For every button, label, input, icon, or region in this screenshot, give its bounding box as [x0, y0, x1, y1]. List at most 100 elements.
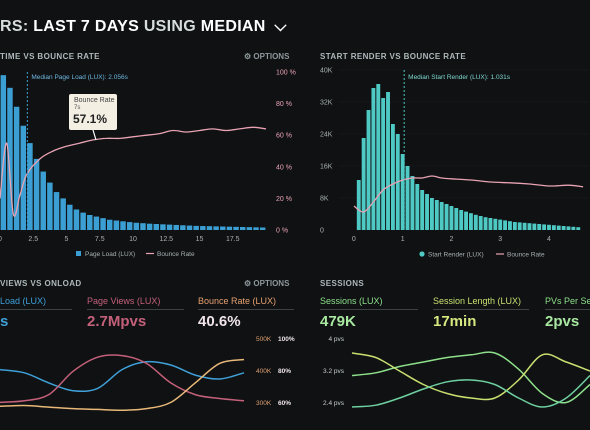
metric-value-pvs-per-sess: 2pvs — [545, 313, 580, 330]
y-tick-label: 40K — [320, 68, 333, 75]
bar — [425, 194, 429, 230]
bounce-rate-tooltip: Bounce Rate 7s 57.1% — [69, 94, 117, 130]
cursor-icon — [92, 129, 97, 141]
y-tick-label: 3.2 pvs — [323, 368, 345, 375]
bar — [439, 202, 444, 230]
x-tick-label: 5 — [65, 236, 69, 243]
bar — [120, 221, 126, 230]
divider — [545, 309, 590, 310]
bar — [429, 198, 434, 230]
metric-label-load: Load (LUX) — [0, 296, 47, 306]
sessions-chart: 4 pvs 3.2 pvs 2.4 pvs — [323, 336, 590, 408]
bar — [400, 154, 405, 230]
divider — [320, 309, 418, 310]
metric-value-session-length: 17min — [433, 313, 477, 330]
bar — [556, 225, 561, 230]
bar — [478, 216, 483, 230]
options-button-bottom[interactable]: ⚙ OPTIONS — [244, 279, 289, 288]
bar — [126, 222, 133, 230]
title-range[interactable]: LAST 7 DAYS — [33, 18, 140, 35]
bar — [537, 224, 542, 230]
metric-label-pvs-per-sess: PVs Per Sess — [545, 296, 590, 306]
bar — [483, 217, 488, 230]
legend-bounce-rate: Bounce Rate — [157, 251, 195, 258]
bar — [415, 184, 420, 230]
bar — [542, 224, 547, 230]
bar — [67, 204, 73, 230]
bar — [381, 98, 386, 230]
metric-value-sessions: 479K — [320, 313, 356, 330]
divider — [433, 309, 529, 310]
x-tick-label: 0 — [352, 236, 356, 243]
bar — [153, 223, 159, 230]
x-tick-label: 4 — [547, 236, 551, 243]
bar — [405, 166, 410, 230]
y-tick-label-pvs: 500K — [256, 336, 272, 343]
title-stat[interactable]: MEDIAN — [200, 18, 266, 35]
series-line — [0, 358, 245, 411]
divider — [87, 309, 184, 310]
bar — [173, 224, 179, 230]
x-tick-label: 3 — [498, 236, 502, 243]
bar — [226, 226, 233, 230]
bar — [140, 223, 146, 230]
metric-label-bounce-rate: Bounce Rate (LUX) — [198, 296, 277, 306]
bar — [200, 226, 206, 230]
bar — [7, 87, 13, 230]
bar — [561, 226, 566, 230]
legend-page-load: Page Load (LUX) — [85, 251, 135, 258]
bar — [503, 220, 508, 230]
bar — [20, 125, 26, 230]
chevron-down-icon[interactable]: ⌵ — [274, 18, 287, 35]
bar — [488, 218, 493, 230]
y2-tick-label: 20 % — [276, 196, 292, 203]
bar — [469, 213, 473, 230]
bar — [40, 171, 46, 230]
options-button-top[interactable]: ⚙ OPTIONS — [244, 52, 289, 61]
y2-tick-label: 40 % — [276, 164, 292, 171]
bar — [27, 143, 33, 230]
bar — [0, 75, 7, 230]
bar — [93, 216, 100, 230]
y-tick-label: 16K — [320, 164, 333, 171]
bar — [522, 222, 527, 230]
bar — [146, 223, 153, 230]
x-tick-label: 15 — [196, 236, 204, 243]
bar — [193, 225, 199, 230]
bar — [233, 226, 239, 230]
legend-swatch-page-load — [76, 251, 81, 256]
bar — [60, 198, 66, 230]
options-label: OPTIONS — [253, 52, 290, 61]
bar — [473, 214, 478, 230]
bar — [512, 222, 517, 230]
legend-swatch-start-render — [419, 251, 425, 257]
tooltip-label: Bounce Rate — [74, 97, 115, 104]
bar — [113, 220, 120, 230]
x-tick-label: 0 — [0, 236, 2, 243]
panel-title-page-load: TIME VS BOUNCE RATE — [0, 52, 100, 61]
bar — [13, 106, 20, 230]
metric-label-sessions: Sessions (LUX) — [320, 296, 383, 306]
bar — [80, 212, 86, 230]
bar — [186, 225, 193, 230]
title-using: USING — [143, 18, 196, 35]
bar — [166, 224, 173, 230]
bar — [566, 226, 571, 230]
bar — [376, 84, 381, 230]
bar — [459, 210, 464, 230]
y-tick-label-pct: 100% — [278, 336, 295, 343]
bar — [213, 226, 219, 230]
median-label: Median Start Render (LUX): 1.031s — [408, 74, 511, 81]
x-tick-label: 1 — [401, 236, 405, 243]
metric-label-session-length: Session Length (LUX) — [433, 296, 522, 306]
legend-start-render: Start Render (LUX) — [428, 252, 484, 259]
panel-title-sessions: SESSIONS — [320, 279, 365, 288]
y-tick-label-pct: 60% — [278, 400, 291, 407]
bar — [160, 224, 166, 230]
bar — [361, 138, 366, 230]
bar — [356, 180, 361, 230]
median-label: Median Page Load (LUX): 2.056s — [31, 74, 128, 81]
bar — [527, 223, 532, 230]
bar — [253, 227, 259, 230]
x-tick-label: 7.5 — [95, 236, 105, 243]
